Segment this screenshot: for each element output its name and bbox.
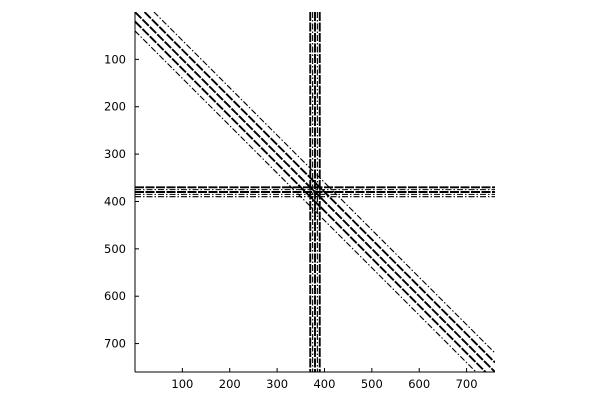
y-tick-label: 300 xyxy=(104,147,126,161)
x-tick-label: 400 xyxy=(313,377,335,391)
y-tick-label: 200 xyxy=(104,100,126,114)
y-tick-label: 700 xyxy=(104,337,126,351)
y-tick-label: 400 xyxy=(104,194,126,208)
x-tick-label: 100 xyxy=(171,377,193,391)
x-tick-label: 300 xyxy=(266,377,288,391)
x-tick-label: 600 xyxy=(408,377,430,391)
y-axis-ticks: 100 200 300 400 500 600 700 xyxy=(104,52,139,351)
x-tick-label: 700 xyxy=(456,377,478,391)
plot-area xyxy=(135,12,495,372)
x-tick-label: 500 xyxy=(361,377,383,391)
y-tick-label: 100 xyxy=(104,52,126,66)
x-tick-label: 200 xyxy=(219,377,241,391)
y-tick-label: 500 xyxy=(104,242,126,256)
y-tick-label: 600 xyxy=(104,289,126,303)
x-axis-ticks: 100 200 300 400 500 600 700 xyxy=(171,368,478,391)
